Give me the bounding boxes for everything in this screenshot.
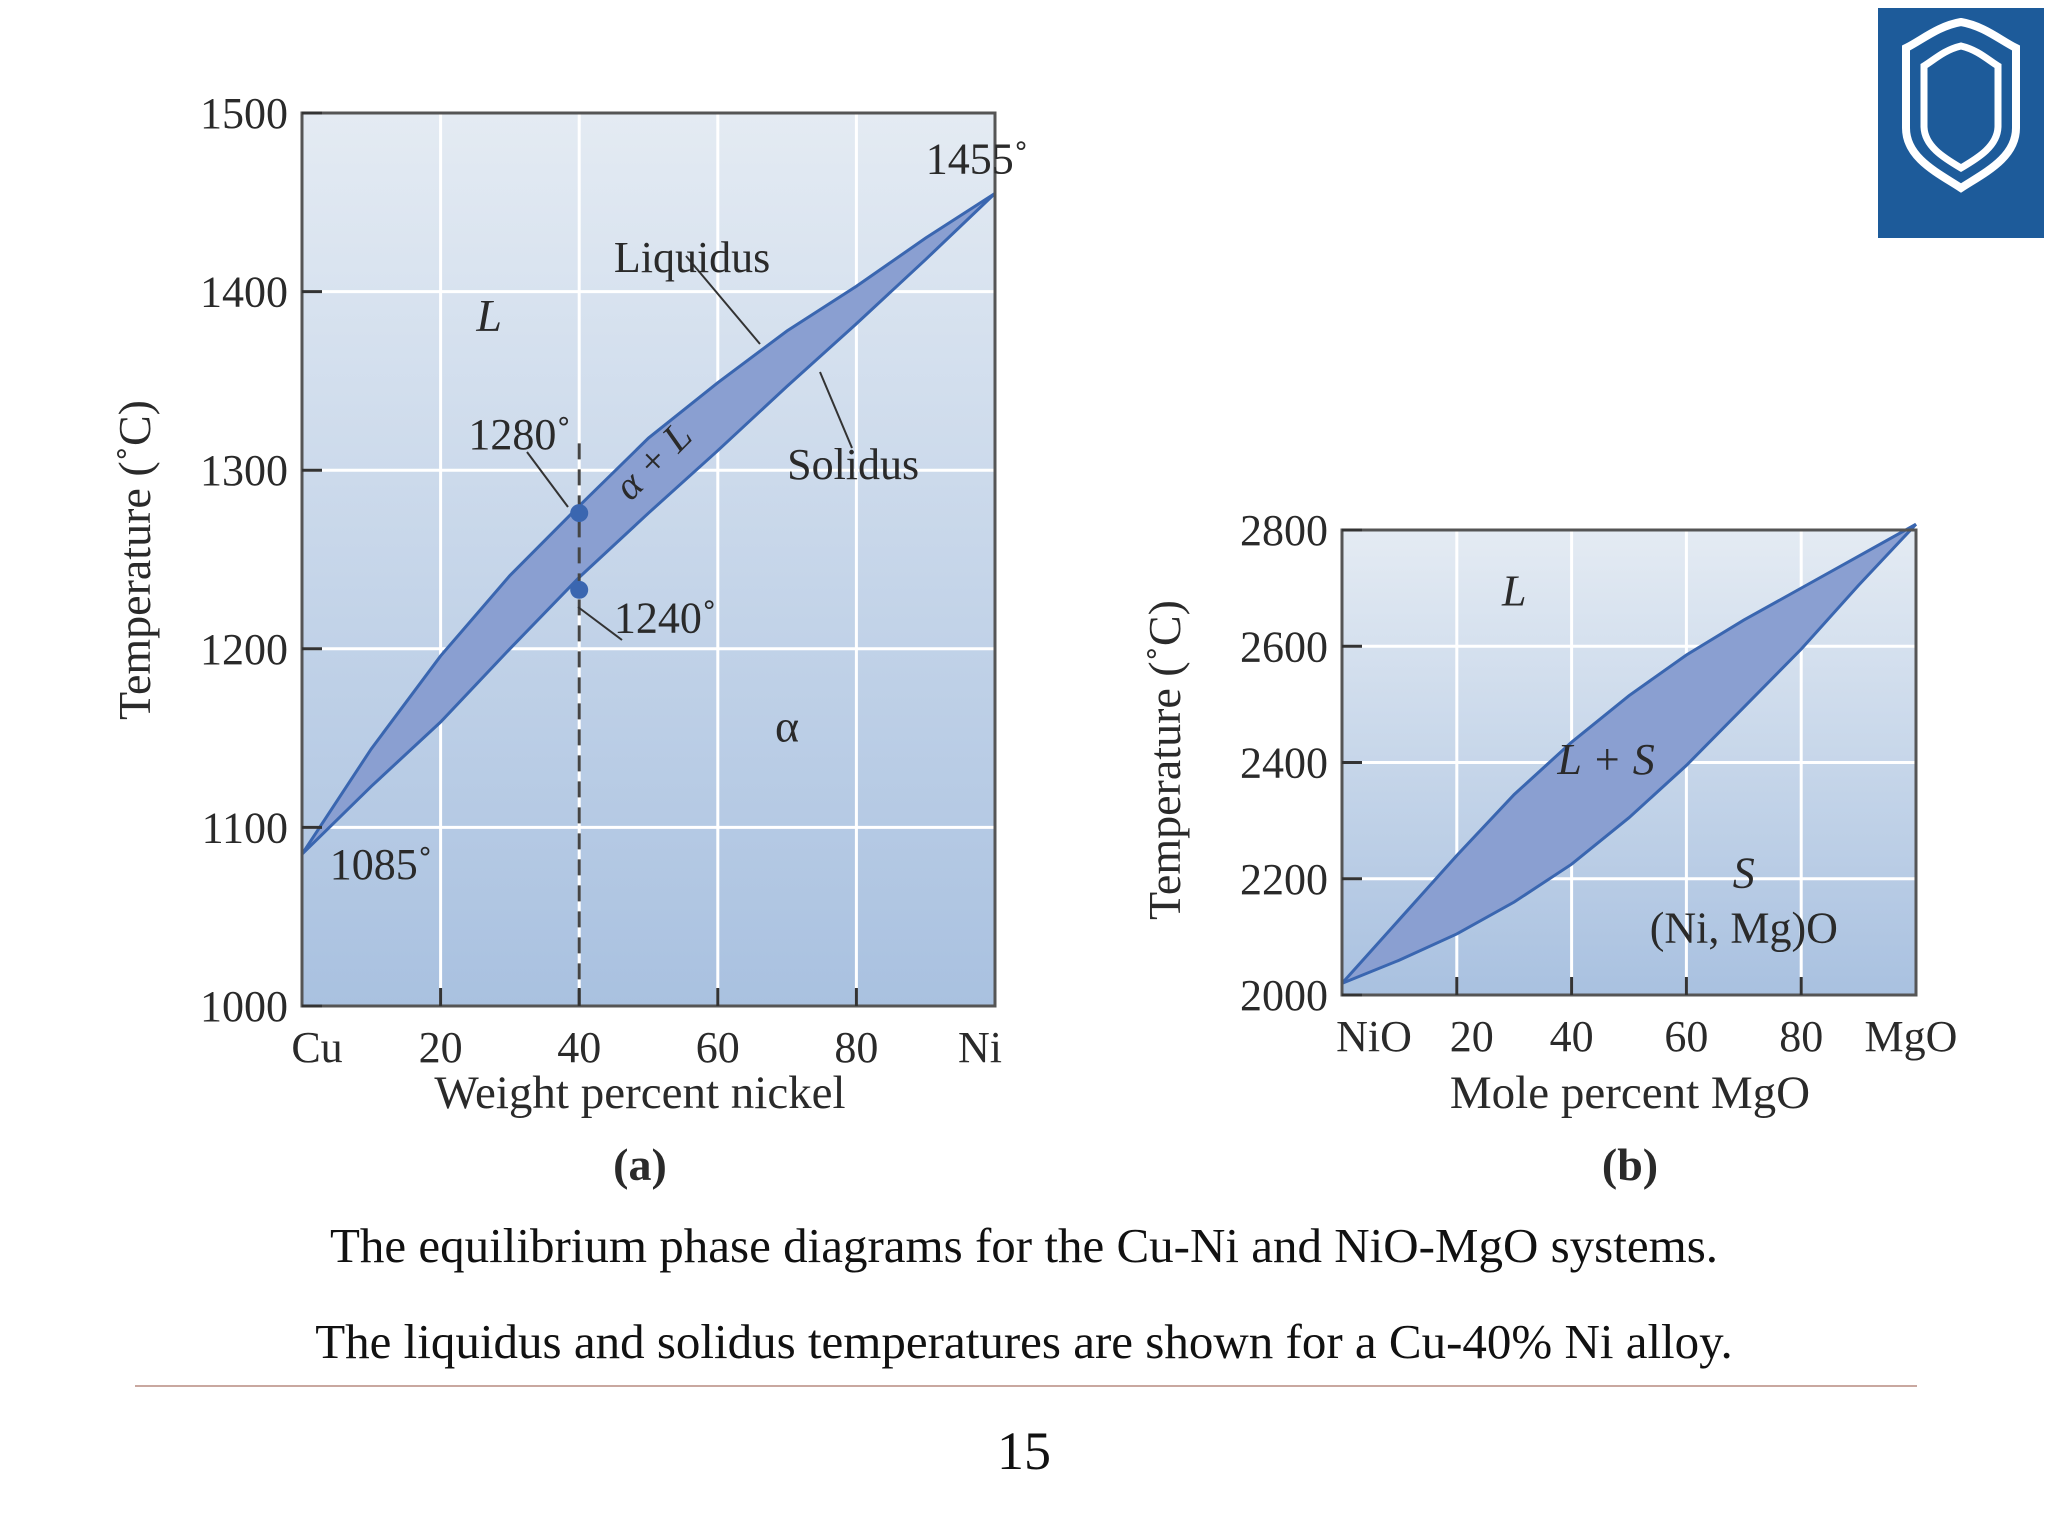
chart-a-solidus-leader [819,371,853,449]
b-y-tick-label: 2200 [1240,855,1328,904]
caption-line-1: The equilibrium phase diagrams for the C… [329,1218,1719,1273]
chart-a-annotation-1280: 1280˚ [468,410,571,459]
chart-b-liquidus-line [1340,522,1917,985]
b-x-tick-label: 60 [1664,1012,1708,1061]
chart-b-region-liquid-solid: L + S [1556,735,1654,784]
a-x-tick-label: 60 [696,1023,740,1072]
a-x-tick-label: 20 [419,1023,463,1072]
b-y-tick-label: 2600 [1240,622,1328,671]
a-y-tick-label: 1200 [200,625,288,674]
chart-a-x-axis-title: Weight percent nickel [434,1067,845,1119]
chart-a-region-alpha: α [775,701,799,752]
chart-a-frame [300,111,997,1008]
a-y-tick-label: 1100 [202,803,288,852]
chart-b-region-liquid: L [1501,567,1526,616]
a-x-tick-label: 80 [834,1023,878,1072]
chart-a-liquidus-point [570,504,589,523]
chart-a-y-axis-title: Temperature (˚C) [109,400,160,720]
chart-b: NiO 20 40 60 80 MgO 2000 2200 2400 2600 2800 L L +… [1139,506,1957,1190]
b-x-tick-label: MgO [1865,1012,1958,1061]
b-y-tick-label: 2000 [1240,971,1328,1020]
chart-b-liquid-solid-region [1342,524,1916,984]
b-x-tick-label: 80 [1779,1012,1823,1061]
chart-b-region-solid: S [1733,848,1755,897]
footer-divider [135,1385,1917,1387]
a-x-tick-label: Cu [291,1023,342,1072]
page-number: 15 [997,1421,1051,1481]
chart-a-1240-leader [577,606,623,641]
chart-b-x-axis-title: Mole percent MgO [1450,1067,1810,1119]
a-y-tick-label: 1300 [200,446,288,495]
chart-b-y-axis-title: Temperature (˚C) [1139,600,1190,920]
chart-a-liquidus-leader [685,255,761,345]
b-x-tick-label: 40 [1550,1012,1594,1061]
caption-line-2: The liquidus and solidus temperatures ar… [315,1314,1733,1369]
university-logo [1878,8,2044,238]
a-x-tick-label: 40 [557,1023,601,1072]
chart-a-panel-label: (a) [613,1139,667,1190]
b-x-tick-label: 20 [1450,1012,1494,1061]
chart-a-1280-leader [526,451,569,508]
chart-a-solidus-line [300,192,997,856]
a-y-tick-label: 1500 [200,89,288,138]
chart-a-annotation-1455: 1455˚ [926,135,1029,184]
chart-a-solidus-label: Solidus [787,440,919,489]
chart-a-solidus-point [570,580,589,599]
chart-a: Cu 20 40 60 80 Ni 1000 1100 1200 1300 1400 1500 145… [109,89,1028,1190]
chart-a-annotation-1085: 1085˚ [330,840,433,889]
chart-b-panel-label: (b) [1602,1139,1658,1190]
b-x-tick-label: NiO [1336,1012,1412,1061]
chart-b-ticks: NiO 20 40 60 80 MgO 2000 2200 2400 2600 2800 [1240,506,1957,1061]
chart-a-liquidus-line [300,192,996,856]
chart-a-plot-area [302,113,995,1006]
a-x-tick-label: Ni [958,1023,1002,1072]
b-y-tick-label: 2800 [1240,506,1328,555]
a-y-tick-label: 1000 [200,982,288,1031]
chart-a-liquidus-label: Liquidus [614,233,770,282]
chart-a-annotation-1240: 1240˚ [614,594,717,643]
chart-a-ticks: Cu 20 40 60 80 Ni 1000 1100 1200 1300 1400 1500 [200,89,1002,1072]
b-y-tick-label: 2400 [1240,739,1328,788]
chart-a-region-liquid: L [475,290,502,341]
university-emblem-icon [1902,17,2020,193]
a-y-tick-label: 1400 [200,268,288,317]
chart-b-solidus-line [1341,523,1918,985]
chart-b-region-solid-solution: (Ni, Mg)O [1650,904,1838,953]
